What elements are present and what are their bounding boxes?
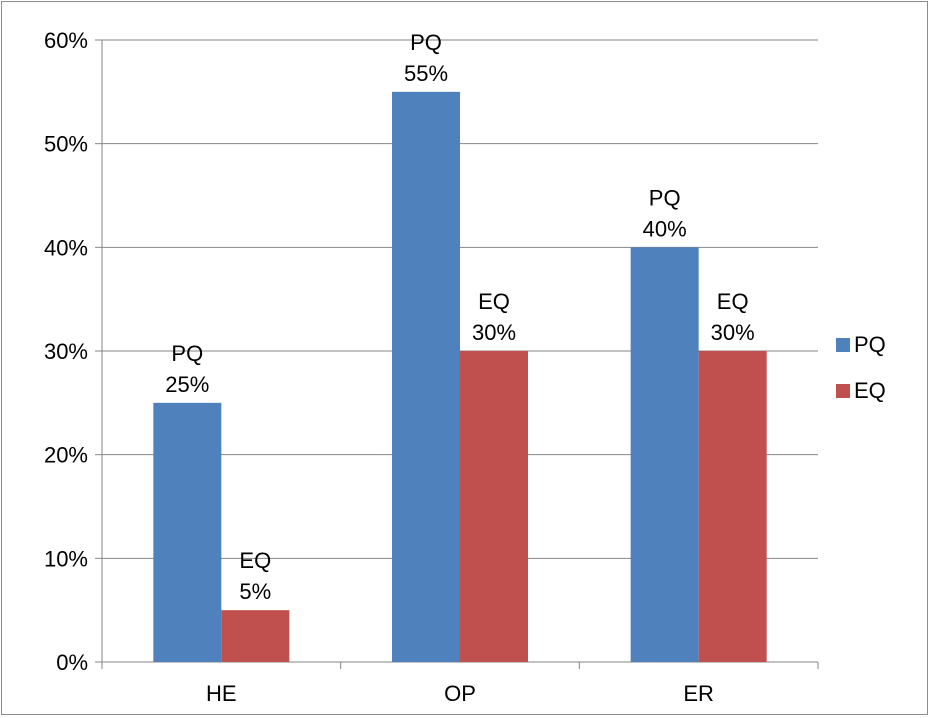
axes: 0% 10% 20% 30% 40% 50% 60% HE OP ER — [44, 28, 819, 706]
x-tick-label: OP — [444, 681, 476, 706]
legend-label-pq: PQ — [854, 332, 886, 357]
bar-pq-op — [392, 91, 460, 663]
y-tick-label: 20% — [44, 443, 88, 468]
data-label-series: PQ — [649, 185, 681, 210]
data-label-series: EQ — [239, 548, 271, 573]
bar-pq-he — [153, 402, 222, 662]
data-label-series: PQ — [410, 30, 442, 55]
y-tick-label: 30% — [44, 339, 88, 364]
data-label-value: 40% — [643, 216, 687, 241]
data-label-value: 5% — [239, 579, 271, 604]
y-tick-label: 0% — [56, 650, 88, 675]
legend-swatch-pq — [836, 338, 850, 352]
x-tick-label: ER — [683, 681, 714, 706]
data-label-value: 25% — [165, 372, 209, 397]
legend-label-eq: EQ — [854, 378, 886, 403]
y-tick-label: 10% — [44, 546, 88, 571]
bars — [153, 91, 767, 663]
bar-eq-he — [221, 610, 290, 662]
bar-eq-op — [460, 351, 528, 662]
data-label-value: 30% — [472, 320, 516, 345]
bar-eq-er — [698, 351, 767, 662]
data-label-series: EQ — [717, 289, 749, 314]
data-label-value: 55% — [404, 61, 448, 86]
y-tick-label: 50% — [44, 132, 88, 157]
y-tick-label: 60% — [44, 28, 88, 53]
data-label-value: 30% — [711, 320, 755, 345]
data-label-series: EQ — [478, 289, 510, 314]
data-label-series: PQ — [171, 341, 203, 366]
legend: PQ EQ — [836, 332, 886, 403]
legend-swatch-eq — [836, 384, 850, 398]
x-tick-label: HE — [206, 681, 237, 706]
y-tick-label: 40% — [44, 235, 88, 260]
data-labels: PQ 25% EQ 5% PQ 55% EQ 30% PQ 40% EQ 30% — [165, 30, 754, 604]
bar-pq-er — [630, 247, 699, 663]
